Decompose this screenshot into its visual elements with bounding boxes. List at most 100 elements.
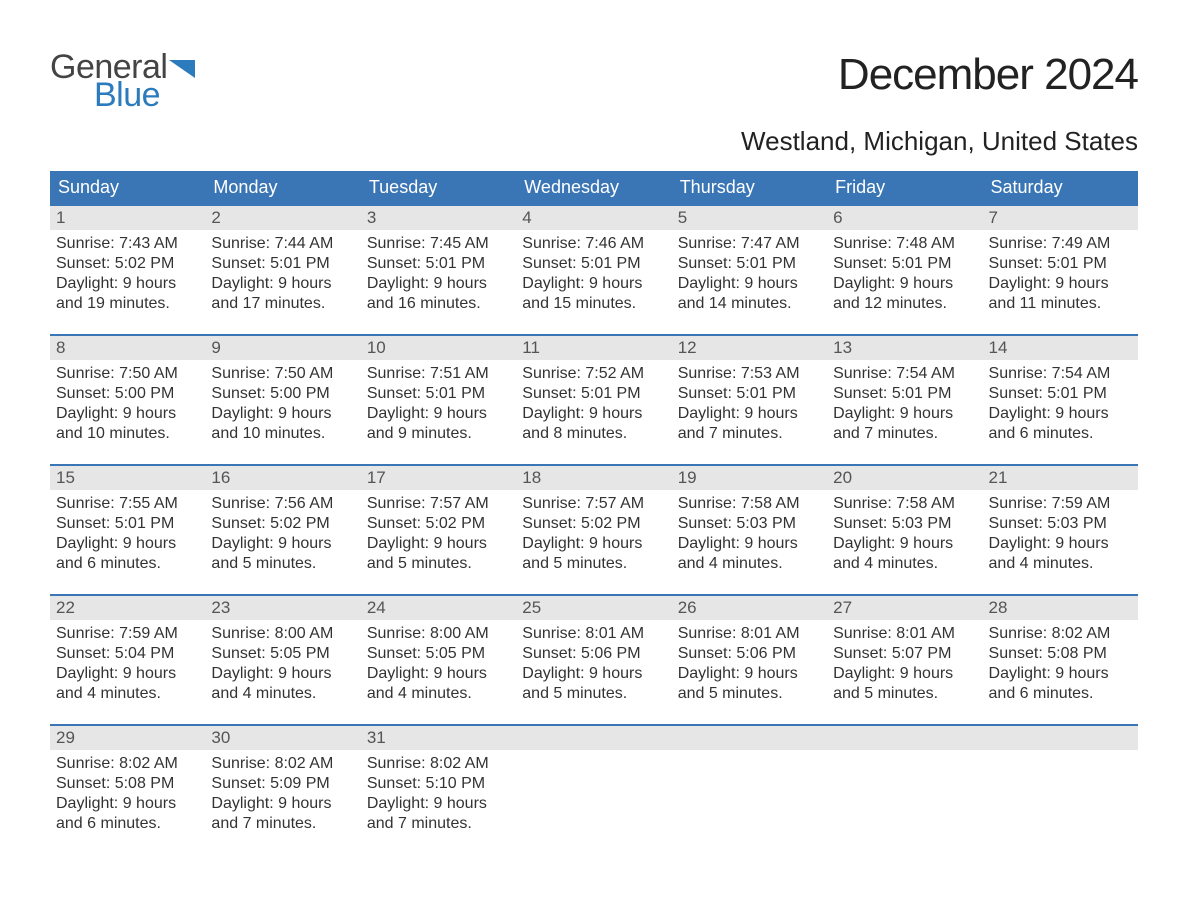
day-details: Sunrise: 8:01 AMSunset: 5:06 PMDaylight:… [516,620,671,710]
day-line: Daylight: 9 hours [989,534,1132,554]
day-details: Sunrise: 7:45 AMSunset: 5:01 PMDaylight:… [361,230,516,320]
day-line: Sunset: 5:01 PM [678,384,821,404]
dayheader-sun: Sunday [50,171,205,204]
day-cell: 5Sunrise: 7:47 AMSunset: 5:01 PMDaylight… [672,206,827,324]
day-line: Sunrise: 7:59 AM [989,494,1132,514]
day-cell: 14Sunrise: 7:54 AMSunset: 5:01 PMDayligh… [983,336,1138,454]
day-line: Sunset: 5:06 PM [522,644,665,664]
day-details: Sunrise: 7:47 AMSunset: 5:01 PMDaylight:… [672,230,827,320]
day-line: Sunrise: 8:00 AM [211,624,354,644]
page-title: December 2024 [838,50,1138,100]
dayheader-mon: Monday [205,171,360,204]
day-line: Sunset: 5:01 PM [56,514,199,534]
day-line: Daylight: 9 hours [522,534,665,554]
day-details: Sunrise: 8:01 AMSunset: 5:07 PMDaylight:… [827,620,982,710]
day-line: Sunset: 5:01 PM [678,254,821,274]
day-line: Daylight: 9 hours [522,274,665,294]
day-details: Sunrise: 7:50 AMSunset: 5:00 PMDaylight:… [205,360,360,450]
day-line: and 9 minutes. [367,424,510,444]
day-line: Sunset: 5:01 PM [367,384,510,404]
day-line: Daylight: 9 hours [989,274,1132,294]
day-line: and 4 minutes. [56,684,199,704]
day-number: 21 [983,466,1138,490]
day-line: and 10 minutes. [56,424,199,444]
day-cell: 4 Sunrise: 7:46 AMSunset: 5:01 PMDaylight… [516,206,671,324]
day-number: 29 [50,726,205,750]
day-line: and 7 minutes. [367,814,510,834]
day-cell: 22Sunrise: 7:59 AMSunset: 5:04 PMDayligh… [50,596,205,714]
day-details: Sunrise: 7:57 AMSunset: 5:02 PMDaylight:… [516,490,671,580]
day-details: Sunrise: 8:01 AMSunset: 5:06 PMDaylight:… [672,620,827,710]
day-line: and 10 minutes. [211,424,354,444]
day-line: Daylight: 9 hours [211,274,354,294]
day-number: 19 [672,466,827,490]
day-details: Sunrise: 7:44 AMSunset: 5:01 PMDaylight:… [205,230,360,320]
day-line: and 15 minutes. [522,294,665,314]
week-row: 15Sunrise: 7:55 AMSunset: 5:01 PMDayligh… [50,464,1138,584]
day-line: Daylight: 9 hours [56,534,199,554]
day-line: Sunset: 5:05 PM [367,644,510,664]
day-number [827,726,982,750]
day-line: Sunset: 5:02 PM [56,254,199,274]
day-cell: 21Sunrise: 7:59 AMSunset: 5:03 PMDayligh… [983,466,1138,584]
day-number: 6 [827,206,982,230]
day-number: 16 [205,466,360,490]
day-cell: 18Sunrise: 7:57 AMSunset: 5:02 PMDayligh… [516,466,671,584]
day-line: Daylight: 9 hours [678,274,821,294]
day-details: Sunrise: 7:48 AMSunset: 5:01 PMDaylight:… [827,230,982,320]
day-number: 24 [361,596,516,620]
day-line: and 11 minutes. [989,294,1132,314]
day-cell: 10Sunrise: 7:51 AMSunset: 5:01 PMDayligh… [361,336,516,454]
day-line: and 7 minutes. [211,814,354,834]
day-cell: 28Sunrise: 8:02 AMSunset: 5:08 PMDayligh… [983,596,1138,714]
day-line: and 6 minutes. [989,684,1132,704]
day-cell: 8Sunrise: 7:50 AMSunset: 5:00 PMDaylight… [50,336,205,454]
dayheader-fri: Friday [827,171,982,204]
day-line: Sunset: 5:02 PM [211,514,354,534]
day-line: Sunrise: 7:47 AM [678,234,821,254]
day-details: Sunrise: 7:59 AMSunset: 5:04 PMDaylight:… [50,620,205,710]
day-line: Daylight: 9 hours [678,404,821,424]
day-line: Sunrise: 7:59 AM [56,624,199,644]
day-number [983,726,1138,750]
day-line: Sunset: 5:02 PM [522,514,665,534]
day-line: Sunrise: 8:00 AM [367,624,510,644]
day-cell: 11Sunrise: 7:52 AMSunset: 5:01 PMDayligh… [516,336,671,454]
day-header-row: Sunday Monday Tuesday Wednesday Thursday… [50,171,1138,204]
day-line: and 16 minutes. [367,294,510,314]
day-number: 14 [983,336,1138,360]
day-line: and 4 minutes. [367,684,510,704]
day-line: Sunset: 5:01 PM [522,254,665,274]
day-number: 5 [672,206,827,230]
logo: General Blue [50,50,195,112]
day-line: Sunset: 5:02 PM [367,514,510,534]
day-line: and 4 minutes. [211,684,354,704]
day-line: Sunrise: 7:51 AM [367,364,510,384]
day-cell: 2Sunrise: 7:44 AMSunset: 5:01 PMDaylight… [205,206,360,324]
day-line: Sunrise: 7:58 AM [678,494,821,514]
day-cell: 24Sunrise: 8:00 AMSunset: 5:05 PMDayligh… [361,596,516,714]
day-line: and 17 minutes. [211,294,354,314]
day-cell: 19Sunrise: 7:58 AMSunset: 5:03 PMDayligh… [672,466,827,584]
day-number: 10 [361,336,516,360]
day-line: Sunrise: 7:46 AM [522,234,665,254]
day-line: Sunrise: 7:48 AM [833,234,976,254]
day-number: 17 [361,466,516,490]
day-line: Daylight: 9 hours [522,404,665,424]
day-number: 18 [516,466,671,490]
dayheader-wed: Wednesday [516,171,671,204]
day-line: and 4 minutes. [678,554,821,574]
day-cell: 29Sunrise: 8:02 AMSunset: 5:08 PMDayligh… [50,726,205,844]
day-line: Sunset: 5:09 PM [211,774,354,794]
day-line: and 6 minutes. [56,554,199,574]
day-line: Sunset: 5:00 PM [211,384,354,404]
day-number: 4 [516,206,671,230]
day-line: Sunset: 5:03 PM [678,514,821,534]
day-line: Sunrise: 7:43 AM [56,234,199,254]
day-line: and 5 minutes. [367,554,510,574]
day-number: 22 [50,596,205,620]
day-line: Sunrise: 7:57 AM [367,494,510,514]
day-details: Sunrise: 7:56 AMSunset: 5:02 PMDaylight:… [205,490,360,580]
day-line: and 5 minutes. [211,554,354,574]
dayheader-tue: Tuesday [361,171,516,204]
